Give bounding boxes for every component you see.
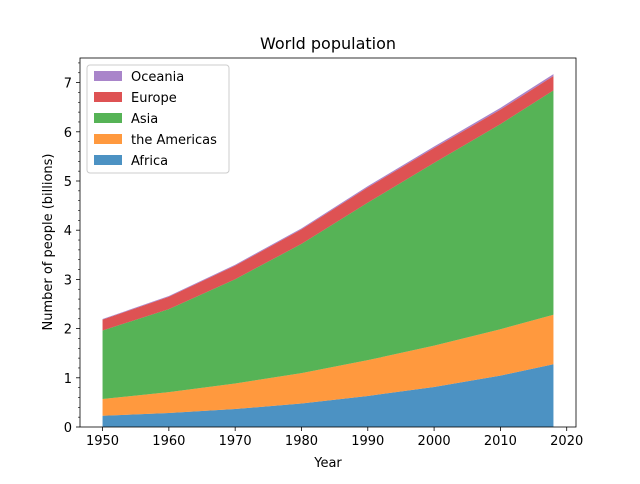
x-tick-label: 1970 — [219, 434, 252, 449]
legend-box — [86, 64, 230, 174]
y-tick-label: 7 — [64, 77, 72, 92]
x-tick-label: 1950 — [86, 434, 119, 449]
chart-title: World population — [260, 34, 396, 53]
x-tick-label: 1980 — [285, 434, 318, 449]
areas — [102, 74, 554, 427]
legend-swatch — [94, 113, 122, 123]
y-tick-label: 2 — [64, 323, 72, 338]
y-tick-label: 1 — [64, 372, 72, 387]
area-europe — [102, 76, 554, 331]
y-tick-label: 4 — [64, 224, 72, 239]
y-tick-label: 6 — [64, 126, 72, 141]
legend: Oceania Europe Asia the Americas Africa — [86, 64, 230, 174]
x-tick-label: 2010 — [484, 434, 517, 449]
y-axis: 0 1 2 3 4 5 6 7 — [64, 62, 80, 436]
x-tick-label: 2000 — [418, 434, 451, 449]
area-africa — [102, 364, 554, 427]
area-the-americas — [102, 314, 554, 416]
x-axis: 1950 1960 1970 1980 1990 2000 2010 2020 — [86, 427, 583, 449]
legend-swatch — [94, 92, 122, 102]
y-tick-label: 5 — [64, 175, 72, 190]
axes-frame — [79, 57, 577, 428]
y-tick-label: 3 — [64, 273, 72, 288]
y-tick-label: 0 — [64, 421, 72, 436]
legend-label: the Americas — [131, 133, 217, 148]
x-tick-label: 2020 — [550, 434, 583, 449]
legend-swatch — [94, 134, 122, 144]
x-tick-label: 1960 — [152, 434, 185, 449]
legend-label: Asia — [131, 112, 158, 127]
x-tick-label: 1990 — [351, 434, 384, 449]
area-asia — [102, 90, 554, 400]
legend-label: Africa — [131, 154, 168, 169]
legend-swatch — [94, 71, 122, 81]
x-axis-label: Year — [313, 456, 342, 471]
y-axis-label: Number of people (billions) — [41, 153, 56, 330]
legend-label: Europe — [131, 91, 177, 106]
legend-label: Oceania — [131, 70, 184, 85]
legend-swatch — [94, 155, 122, 165]
